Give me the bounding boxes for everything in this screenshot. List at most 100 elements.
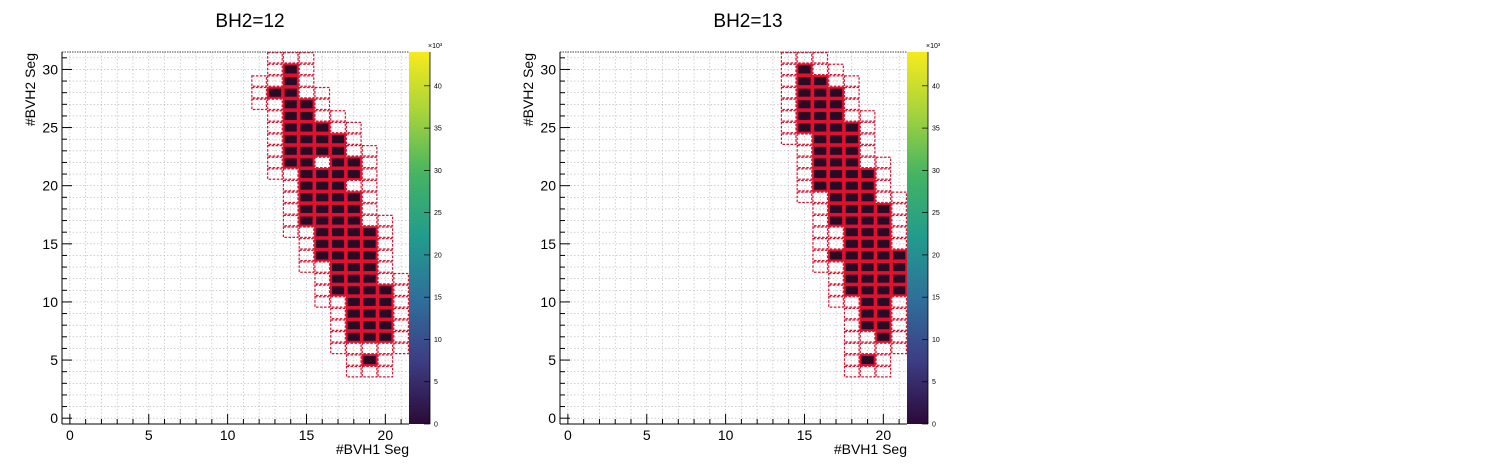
y-tick-label: 30 [42,61,58,77]
empty-cell-outline [267,145,283,157]
empty-cell-outline [780,75,797,87]
empty-cell-outline [330,121,346,134]
heatmap-cell [812,144,829,157]
heatmap-cell [843,179,860,192]
heatmap-cell [345,319,362,332]
empty-cell-outline [875,179,892,192]
heatmap-cell [329,168,347,181]
empty-cell-outline [859,331,876,343]
empty-cell-outline [828,75,844,87]
empty-cell-outline [780,51,797,64]
empty-cell-outline [843,342,860,355]
heatmap-cell [314,214,331,227]
heatmap-cell [875,319,892,332]
empty-cell-outline [780,63,797,76]
heatmap-cell [827,179,845,192]
heatmap-cell [875,330,892,343]
empty-cell-outline [377,342,394,355]
empty-cell-outline [267,110,283,122]
empty-cell-outline [282,203,299,215]
empty-cell-outline [812,214,829,227]
histogram-panel-bh2-13: BH2=13 #BVH2 Seg #BVH1 Seg 0 5 10 15 20 0 5 10 1… [520,11,941,457]
empty-cell-outline [361,156,378,169]
heatmap-cell [361,261,378,274]
empty-cell-outline [812,203,829,215]
empty-cell-outline [843,354,860,366]
heatmap-cell [812,121,829,134]
heatmap-cell [859,191,876,204]
empty-cell-outline [251,86,268,99]
colorbar-tick-label: 20 [932,252,940,259]
empty-cell-outline [796,145,813,157]
heatmap-cell [282,86,299,99]
heatmap-cell [345,330,362,343]
empty-cell-outline [361,168,378,180]
colorbar-scale-label: ×10³ [926,43,941,50]
colorbar-tick-label: 30 [434,168,442,175]
heatmap-cell [298,202,315,215]
heatmap-cell [827,121,845,134]
heatmap-cell [314,133,331,146]
heatmap-cell [827,98,845,111]
colorbar-tick-label: 25 [932,210,940,217]
empty-cell-outline [812,238,829,250]
heatmap-cell [843,214,860,227]
empty-cell-outline [377,354,394,366]
histogram-panel-bh2-12: BH2=12 #BVH2 Seg #BVH1 Seg 0 5 10 15 20 0 5 10 1… [22,11,443,457]
colorbar-tick-label: 35 [434,126,442,133]
y-tick-label: 0 [50,410,58,426]
heatmap-cell [796,109,813,122]
y-tick-label: 10 [42,294,58,310]
colorbar-tick-label: 15 [932,295,940,302]
empty-cell-outline [298,51,315,64]
heatmap-cell [843,226,860,239]
heatmap-cell [875,249,892,262]
empty-cell-outline [812,63,829,76]
empty-cell-outline [891,319,907,332]
heatmap-cell [827,249,845,262]
empty-cell-outline [345,179,362,192]
plot-area: 0 5 10 15 20 0 5 10 15 20 25 30 [540,51,908,443]
heatmap-cell [875,272,892,285]
heatmap-cell [812,133,829,146]
heatmap-cell [843,237,860,250]
heatmap-cell [329,237,347,250]
empty-cell-outline [330,296,346,308]
y-tick-label: 15 [540,236,556,252]
empty-cell-outline [251,75,268,87]
heatmap-cell [345,284,362,297]
heatmap-cell [329,144,347,157]
heatmap-cell [377,307,394,320]
heatmap-cell [827,214,845,227]
heatmap-cell [859,168,876,181]
heatmap-cell [329,284,347,297]
empty-cell-outline [267,121,283,134]
colorbar-tick-label: 0 [932,422,936,429]
y-axis-label: #BVH2 Seg [22,53,38,126]
heatmap-cell [843,168,860,181]
empty-cell-outline [859,133,876,146]
empty-cell-outline [282,51,299,64]
empty-cell-outline [891,307,907,320]
heatmap-cell [345,156,362,169]
y-tick-label: 30 [540,61,556,77]
heatmap-cell [859,202,876,215]
empty-cell-outline [393,342,409,355]
empty-cell-outline [843,331,860,343]
empty-cell-outline [812,226,829,239]
heatmap-cell [345,214,362,227]
empty-cell-outline [393,319,409,332]
empty-cell-outline [780,98,797,111]
heatmap-cell [282,63,299,76]
heatmap-cell [796,121,813,134]
empty-cell-outline [843,98,860,111]
empty-cell-outline [812,191,829,204]
colorbar-tick-label: 10 [434,337,442,344]
empty-cell-outline [330,307,346,320]
colorbar-scale-label: ×10³ [428,43,443,50]
heatmap-cell [859,237,876,250]
empty-cell-outline [891,203,907,215]
empty-cell-outline [298,86,315,99]
heatmap-cell [345,168,362,181]
y-tick-label: 20 [42,178,58,194]
